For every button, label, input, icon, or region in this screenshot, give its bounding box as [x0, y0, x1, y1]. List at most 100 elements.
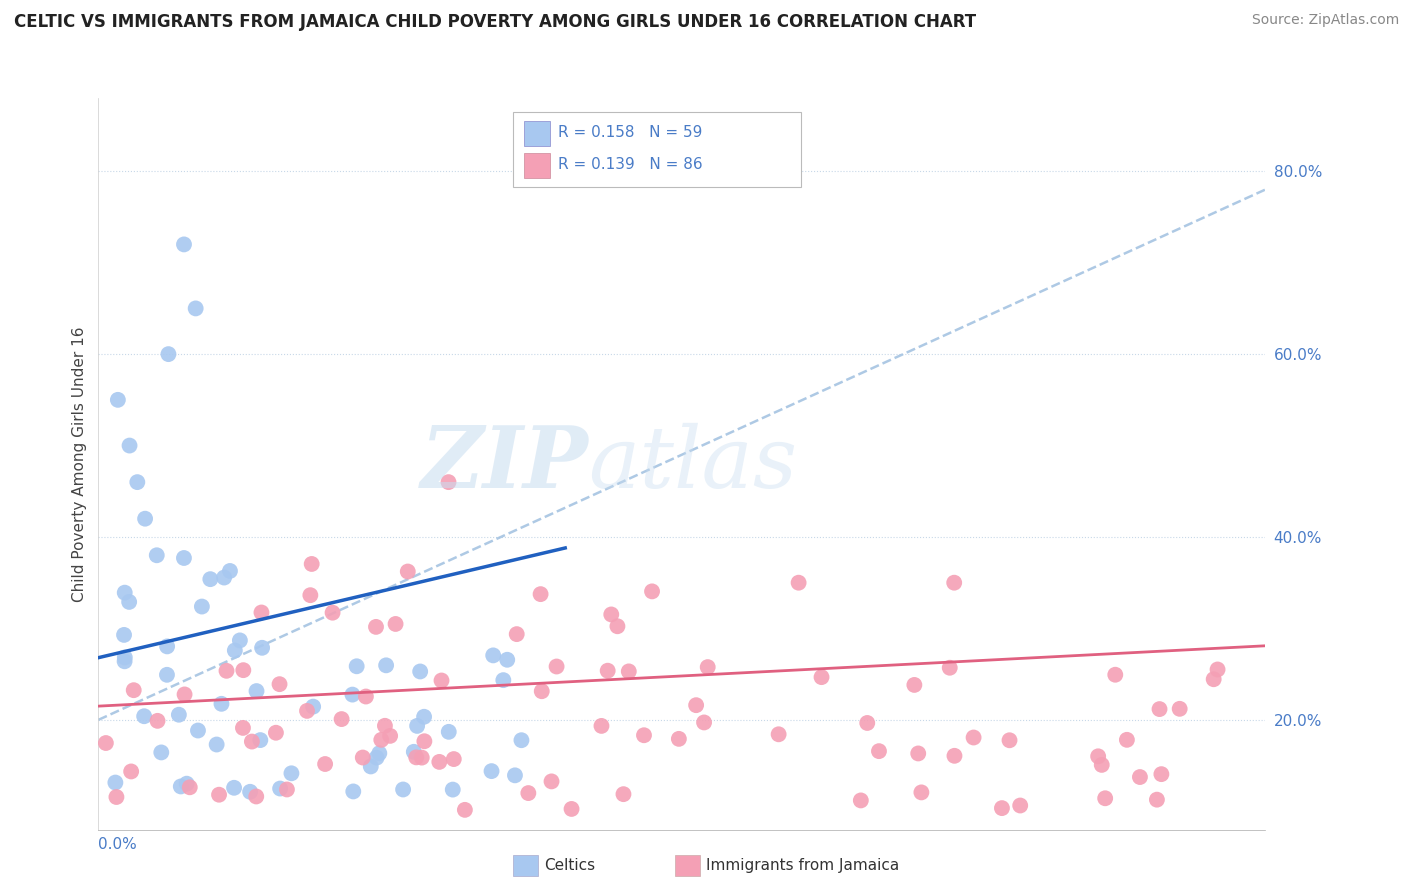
- Text: Source: ZipAtlas.com: Source: ZipAtlas.com: [1251, 13, 1399, 28]
- Point: [346, 659, 368, 673]
- Point: [104, 775, 127, 789]
- Point: [443, 752, 465, 766]
- Point: [481, 764, 503, 778]
- Point: [633, 728, 655, 742]
- Point: [496, 653, 519, 667]
- Point: [276, 782, 298, 797]
- Point: [1094, 791, 1116, 805]
- Point: [184, 301, 207, 316]
- Point: [411, 750, 433, 764]
- Point: [299, 588, 322, 602]
- Text: atlas: atlas: [589, 423, 797, 505]
- Point: [1129, 770, 1152, 784]
- Point: [146, 714, 169, 728]
- Point: [301, 557, 323, 571]
- Point: [114, 650, 136, 665]
- Point: [378, 729, 401, 743]
- Point: [482, 648, 505, 663]
- Point: [112, 628, 135, 642]
- Point: [114, 654, 136, 668]
- Point: [269, 781, 291, 796]
- Point: [222, 780, 245, 795]
- Point: [173, 551, 195, 566]
- Point: [768, 727, 790, 741]
- Point: [211, 697, 233, 711]
- Point: [232, 721, 254, 735]
- Point: [1115, 732, 1137, 747]
- Point: [810, 670, 832, 684]
- Point: [546, 659, 568, 673]
- Point: [156, 668, 179, 682]
- Point: [191, 599, 214, 614]
- Point: [506, 627, 529, 641]
- Point: [938, 661, 960, 675]
- Point: [696, 660, 718, 674]
- Point: [176, 777, 198, 791]
- Point: [693, 715, 716, 730]
- Point: [943, 575, 966, 590]
- Point: [384, 617, 406, 632]
- Point: [205, 738, 228, 752]
- Point: [405, 750, 427, 764]
- Text: Immigrants from Jamaica: Immigrants from Jamaica: [706, 858, 898, 872]
- Point: [208, 788, 231, 802]
- Point: [105, 790, 128, 805]
- Text: ZIP: ZIP: [420, 422, 589, 506]
- Point: [245, 684, 267, 698]
- Text: 0.0%: 0.0%: [98, 837, 138, 852]
- Point: [295, 704, 318, 718]
- Point: [150, 746, 173, 760]
- Point: [212, 570, 235, 584]
- Point: [366, 750, 388, 764]
- Point: [907, 747, 929, 761]
- Point: [170, 780, 193, 794]
- Point: [167, 707, 190, 722]
- Point: [94, 736, 117, 750]
- Point: [392, 782, 415, 797]
- Point: [179, 780, 201, 795]
- Point: [787, 575, 810, 590]
- Point: [173, 688, 195, 702]
- Point: [606, 619, 628, 633]
- Point: [641, 584, 664, 599]
- Point: [187, 723, 209, 738]
- Point: [240, 734, 263, 748]
- Point: [118, 595, 141, 609]
- Point: [156, 640, 179, 654]
- Point: [409, 665, 432, 679]
- Point: [617, 665, 640, 679]
- Point: [441, 782, 464, 797]
- Point: [454, 803, 477, 817]
- Point: [342, 784, 364, 798]
- Point: [991, 801, 1014, 815]
- Point: [1104, 667, 1126, 681]
- Point: [239, 785, 262, 799]
- Y-axis label: Child Poverty Among Girls Under 16: Child Poverty Among Girls Under 16: [72, 326, 87, 601]
- Point: [1168, 702, 1191, 716]
- Point: [360, 759, 382, 773]
- Point: [492, 673, 515, 687]
- Point: [269, 677, 291, 691]
- Point: [314, 757, 336, 772]
- Point: [685, 698, 707, 713]
- Point: [1146, 792, 1168, 806]
- Point: [229, 633, 252, 648]
- Point: [503, 768, 526, 782]
- Point: [368, 746, 391, 760]
- Point: [868, 744, 890, 758]
- Point: [1091, 757, 1114, 772]
- Point: [250, 640, 273, 655]
- Point: [249, 733, 271, 747]
- Point: [1087, 749, 1109, 764]
- Point: [342, 688, 364, 702]
- Point: [370, 732, 392, 747]
- Point: [529, 587, 551, 601]
- Point: [122, 683, 145, 698]
- Point: [1149, 702, 1171, 716]
- Point: [591, 719, 613, 733]
- Point: [224, 643, 246, 657]
- Point: [364, 620, 387, 634]
- Point: [517, 786, 540, 800]
- Point: [943, 748, 966, 763]
- Text: R = 0.158   N = 59: R = 0.158 N = 59: [558, 125, 703, 140]
